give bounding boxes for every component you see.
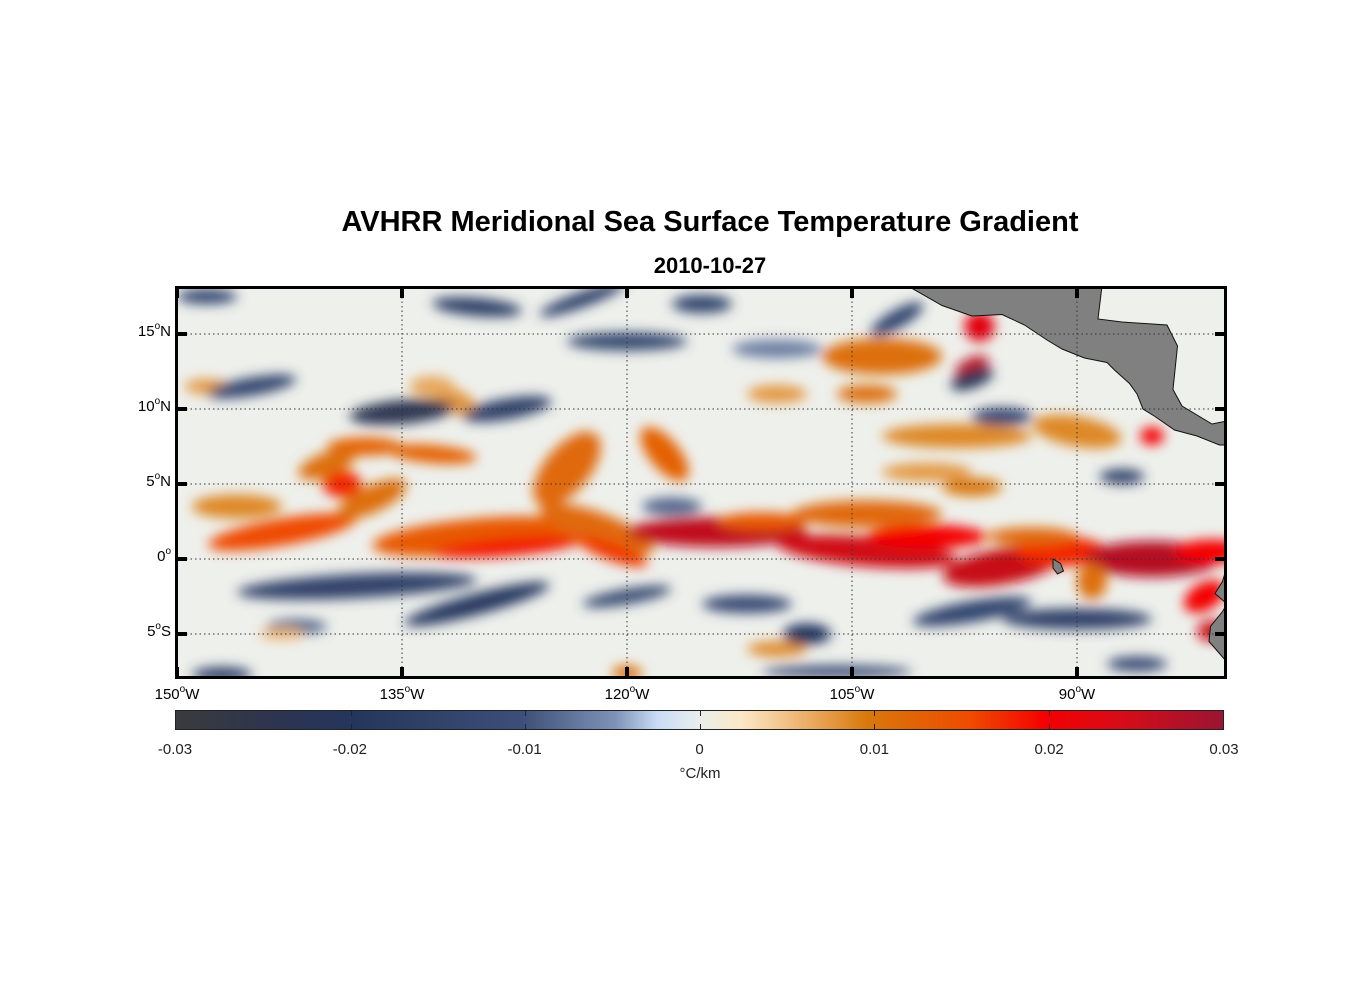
gradient-feature xyxy=(1183,580,1225,613)
gradient-feature xyxy=(337,478,407,520)
colorbar-tick-label: -0.03 xyxy=(157,741,193,758)
gradient-feature xyxy=(870,302,924,336)
colorbar-tick xyxy=(699,724,701,729)
gradient-feature xyxy=(1107,656,1167,672)
land-masses xyxy=(910,288,1225,661)
colorbar-tick-label: -0.02 xyxy=(332,741,367,758)
lon-label: 90oW xyxy=(1058,684,1096,704)
gradient-feature xyxy=(732,340,822,358)
gradient-feature xyxy=(576,536,648,567)
lon-label: 135oW xyxy=(379,684,425,704)
map-frame xyxy=(175,286,1227,679)
gradient-feature xyxy=(837,385,897,403)
lat-label: 5oS xyxy=(147,621,171,641)
gradient-feature xyxy=(822,338,942,375)
colorbar xyxy=(175,710,1224,730)
lon-label: 105oW xyxy=(829,684,875,704)
gradient-feature xyxy=(539,288,625,317)
gradient-feature xyxy=(867,524,987,549)
gradient-feature xyxy=(747,385,807,403)
chart-subtitle: 2010-10-27 xyxy=(653,253,767,278)
frame-ticks xyxy=(175,288,1225,677)
gradient-feature xyxy=(642,497,702,516)
gradient-feature xyxy=(409,376,455,397)
gradient-feature xyxy=(540,503,654,555)
colorbar-tick xyxy=(874,711,875,716)
gradient-feature xyxy=(942,478,1002,496)
gradient-feature xyxy=(987,527,1077,546)
gradient-feature xyxy=(322,470,362,498)
colorbar-tick xyxy=(350,724,352,729)
colorbar-tick xyxy=(350,711,352,716)
gradient-feature xyxy=(208,513,356,551)
colorbar-tick xyxy=(874,724,875,729)
gradient-feature xyxy=(1002,608,1152,630)
colorbar-tick-label: 0.03 xyxy=(1209,741,1239,758)
gradient-feature xyxy=(207,374,297,399)
gradient-feature xyxy=(387,444,477,464)
gradient-feature xyxy=(1140,427,1164,445)
gradient-feature xyxy=(192,494,282,519)
gradient-feature xyxy=(1174,539,1225,564)
gradient-feature xyxy=(1077,563,1107,600)
land-central-america xyxy=(910,288,1225,446)
gradient-feature xyxy=(747,641,807,657)
lat-label: 5oN xyxy=(146,471,171,491)
gradient-feature xyxy=(1099,469,1145,484)
lat-label: 0o xyxy=(157,546,171,566)
gradient-feature xyxy=(882,463,972,481)
gradient-feature xyxy=(432,535,582,559)
gradient-feature xyxy=(640,426,689,482)
gradient-feature xyxy=(950,367,994,391)
lat-label: 15oN xyxy=(137,321,171,341)
gradient-feature xyxy=(717,512,807,531)
colorbar-tick xyxy=(525,711,526,716)
gradient-feature xyxy=(1032,414,1122,449)
lon-label: 120oW xyxy=(604,684,650,704)
lon-label: 150oW xyxy=(154,684,200,704)
gradient-feature xyxy=(192,667,252,677)
gradient-feature xyxy=(972,407,1032,426)
gradient-feature xyxy=(582,585,672,608)
colorbar-tick-label: 0.01 xyxy=(859,741,889,758)
gradient-feature xyxy=(177,289,237,304)
gradient-feature xyxy=(404,582,550,626)
gradient-feature xyxy=(882,424,1032,448)
gradient-feature xyxy=(298,449,356,480)
gradient-feature xyxy=(792,500,942,528)
colorbar-tick-label: 0.02 xyxy=(1034,741,1064,758)
gradient-feature xyxy=(912,596,1032,627)
gradient-feature xyxy=(762,665,912,677)
lat-label: 10oN xyxy=(137,396,171,416)
colorbar-tick-label: 0 xyxy=(695,741,704,758)
colorbar-tick xyxy=(1048,724,1050,729)
colorbar-tick xyxy=(699,711,701,716)
colorbar-tick-label: -0.01 xyxy=(507,741,542,758)
gradient-feature xyxy=(533,431,601,507)
gradient-feature xyxy=(237,572,477,600)
land-galapagos xyxy=(1052,558,1065,575)
gradient-feature xyxy=(567,332,687,351)
colorbar-tick xyxy=(1048,711,1050,716)
sst-gradient-field xyxy=(177,288,1225,677)
gradient-feature xyxy=(349,399,455,425)
colorbar-tick xyxy=(525,724,526,729)
land-south-america xyxy=(1208,571,1225,661)
chart-title: AVHRR Meridional Sea Surface Temperature… xyxy=(341,206,1079,238)
colorbar-label: °C/km xyxy=(679,765,721,782)
gradient-feature xyxy=(432,297,522,317)
gradient-feature xyxy=(672,295,732,313)
gradient-feature xyxy=(702,595,792,613)
map-plot xyxy=(175,286,1227,679)
